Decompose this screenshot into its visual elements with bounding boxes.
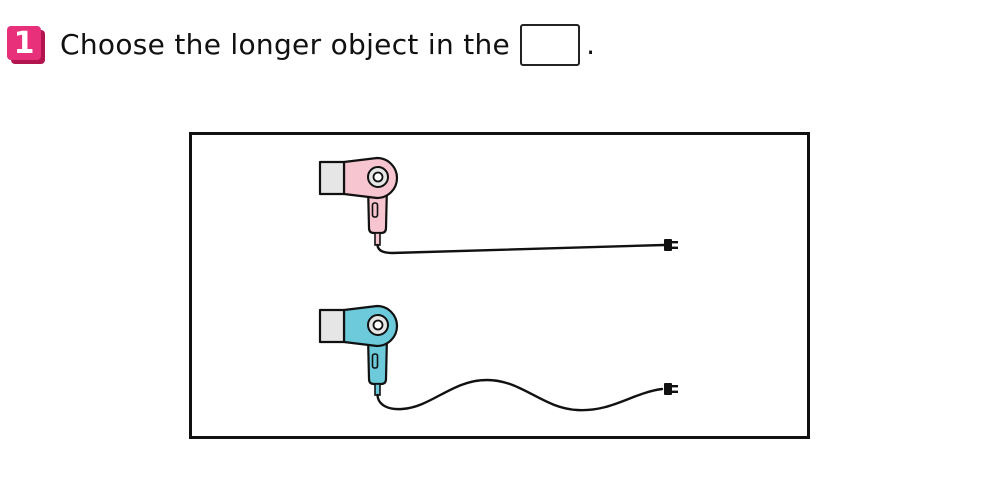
pink-dryer-nozzle [318, 160, 346, 196]
pink-dryer-cord [376, 243, 666, 255]
blue-dryer-plug [664, 383, 678, 395]
pink-dryer-cord-grommet [374, 232, 381, 246]
blue-dryer-cord [376, 378, 664, 412]
badge-face [7, 26, 41, 60]
pink-hair-dryer[interactable] [318, 156, 678, 255]
pink-dryer-switch [371, 202, 379, 218]
question-period: . [586, 28, 595, 61]
pink-dryer-fan-inner [372, 171, 384, 183]
comparison-illustration [318, 156, 678, 412]
blue-dryer-cord-grommet [374, 383, 381, 396]
question-text: Choose the longer object in the [60, 28, 511, 61]
question-number-badge: 1 [7, 26, 45, 64]
question-header: 1 Choose the longer object in the . [7, 22, 595, 68]
blue-dryer-fan-inner [372, 319, 384, 331]
blue-hair-dryer[interactable] [318, 304, 678, 412]
question-number: 1 [13, 25, 35, 61]
pink-dryer-plug [664, 239, 678, 251]
answer-box[interactable] [520, 24, 581, 66]
blue-dryer-nozzle [318, 308, 346, 344]
comparison-frame [189, 132, 810, 439]
blue-dryer-switch [371, 353, 379, 369]
